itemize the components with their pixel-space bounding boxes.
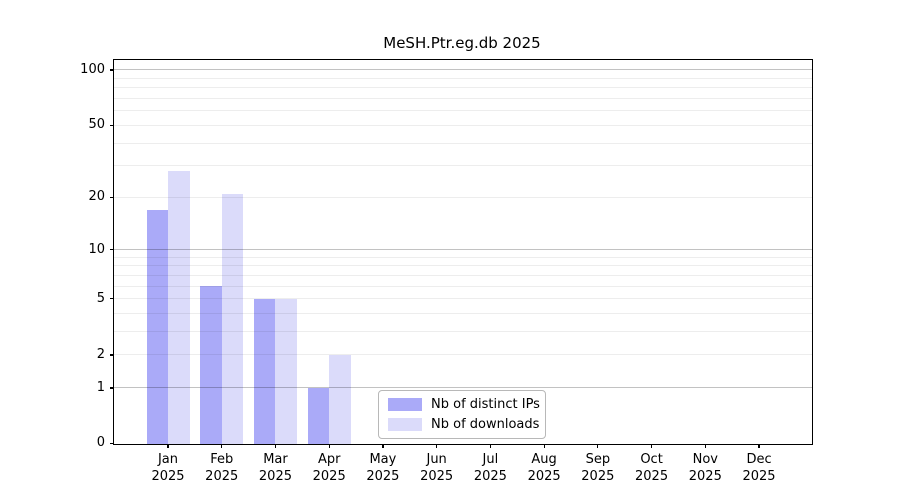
x-tick-year: 2025	[312, 469, 346, 484]
x-tick-month: Jun	[426, 452, 447, 467]
major-gridline-100	[114, 69, 812, 71]
x-tick-mark-sep	[597, 444, 599, 448]
bar-nb-of-distinct-ips-mar	[253, 298, 276, 444]
x-tick-year: 2025	[527, 469, 561, 484]
y-tick-label-0: 0	[96, 435, 105, 450]
x-tick-label-aug: Aug 2025	[509, 451, 579, 485]
x-tick-mark-mar	[274, 444, 277, 448]
x-tick-mark-feb	[221, 444, 223, 448]
y-tick-mark-5	[110, 298, 114, 300]
minor-gridline-20	[114, 196, 812, 198]
y-tick-label-20: 20	[88, 189, 105, 205]
x-tick-label-sep: Sep 2025	[563, 451, 633, 485]
x-tick-label-jun: Jun 2025	[402, 451, 472, 485]
bar-nb-of-downloads-feb	[221, 193, 244, 444]
x-tick-year: 2025	[151, 469, 185, 484]
minor-gridline-7	[114, 274, 812, 276]
x-tick-label-apr: Apr 2025	[294, 451, 364, 485]
x-tick-month: Apr	[317, 452, 341, 467]
x-tick-mark-oct	[650, 444, 653, 448]
bar-nb-of-downloads-apr	[329, 354, 351, 444]
x-tick-label-nov: Nov 2025	[670, 451, 740, 485]
x-tick-label-jul: Jul 2025	[455, 451, 525, 485]
minor-gridline-60	[114, 110, 812, 112]
minor-gridline-9	[114, 256, 812, 258]
x-tick-year: 2025	[473, 469, 507, 484]
x-tick-month: Mar	[263, 452, 288, 467]
y-tick-label-100: 100	[80, 61, 105, 77]
x-tick-month: Aug	[531, 452, 557, 467]
y-tick-mark-20	[110, 196, 114, 198]
x-tick-label-feb: Feb 2025	[187, 451, 257, 485]
minor-gridline-80	[114, 87, 812, 89]
minor-gridline-30	[114, 165, 812, 167]
bar-nb-of-distinct-ips-jan	[146, 209, 168, 444]
x-tick-month: Jan	[157, 452, 179, 467]
x-tick-mark-dec	[758, 444, 760, 448]
x-tick-mark-may	[382, 444, 384, 448]
x-tick-month: Dec	[746, 452, 772, 467]
y-tick-mark-50	[110, 124, 114, 127]
x-tick-year: 2025	[366, 469, 400, 484]
legend-item-downloads: Nb of downloads	[388, 417, 540, 432]
x-tick-year: 2025	[635, 469, 669, 484]
x-tick-year: 2025	[258, 469, 292, 484]
minor-gridline-40	[114, 142, 812, 144]
x-tick-label-jan: Jan 2025	[133, 451, 203, 485]
plot-area: Nb of distinct IPs Nb of downloads 0 1 2 5 1…	[80, 59, 813, 484]
y-tick-label-5: 5	[96, 290, 105, 306]
x-tick-year: 2025	[205, 469, 239, 484]
x-tick-year: 2025	[742, 469, 776, 484]
y-tick-mark-10	[110, 249, 114, 251]
legend-label-downloads: Nb of downloads	[431, 417, 540, 432]
bar-nb-of-downloads-mar	[275, 298, 297, 444]
x-tick-month: Nov	[692, 452, 718, 467]
x-tick-month: Feb	[210, 452, 234, 467]
y-tick-label-10: 10	[88, 241, 105, 257]
y-tick-mark-100	[110, 69, 114, 71]
legend-swatch-distinct-ips	[388, 398, 422, 411]
y-tick-label-50: 50	[88, 117, 105, 133]
chart-title: MeSH.Ptr.eg.db 2025	[383, 34, 541, 52]
bar-nb-of-distinct-ips-apr	[307, 387, 330, 444]
x-tick-label-mar: Mar 2025	[240, 451, 310, 485]
bar-nb-of-downloads-jan	[168, 171, 190, 444]
x-tick-mark-apr	[328, 444, 330, 448]
minor-gridline-70	[114, 98, 812, 100]
y-tick-mark-2	[110, 354, 114, 356]
y-tick-label-1: 1	[96, 379, 105, 395]
minor-gridline-90	[114, 77, 812, 79]
minor-gridline-50	[114, 124, 812, 126]
legend-swatch-downloads	[388, 418, 422, 431]
x-tick-label-dec: Dec 2025	[724, 451, 794, 485]
x-tick-mark-nov	[704, 444, 706, 448]
x-tick-mark-jan	[167, 444, 169, 448]
x-tick-month: Sep	[585, 452, 611, 467]
x-tick-mark-jul	[489, 444, 491, 448]
x-tick-month: May	[369, 452, 397, 467]
x-tick-year: 2025	[688, 469, 722, 484]
x-tick-mark-aug	[543, 444, 545, 448]
major-gridline-10	[114, 249, 812, 251]
y-tick-mark-1	[110, 387, 114, 389]
x-tick-mark-jun	[436, 444, 438, 448]
x-tick-month: Oct	[640, 452, 663, 467]
x-tick-month: Jul	[482, 452, 499, 467]
legend-label-distinct-ips: Nb of distinct IPs	[431, 397, 540, 412]
bar-nb-of-distinct-ips-feb	[200, 286, 222, 444]
minor-gridline-8	[114, 265, 812, 267]
y-tick-mark-0	[110, 442, 114, 444]
y-tick-label-2: 2	[96, 346, 105, 362]
x-tick-label-may: May 2025	[348, 451, 418, 485]
x-tick-year: 2025	[420, 469, 454, 484]
legend: Nb of distinct IPs Nb of downloads	[378, 390, 546, 439]
x-tick-year: 2025	[581, 469, 615, 484]
x-tick-label-oct: Oct 2025	[617, 451, 687, 485]
legend-item-distinct-ips: Nb of distinct IPs	[388, 397, 540, 412]
